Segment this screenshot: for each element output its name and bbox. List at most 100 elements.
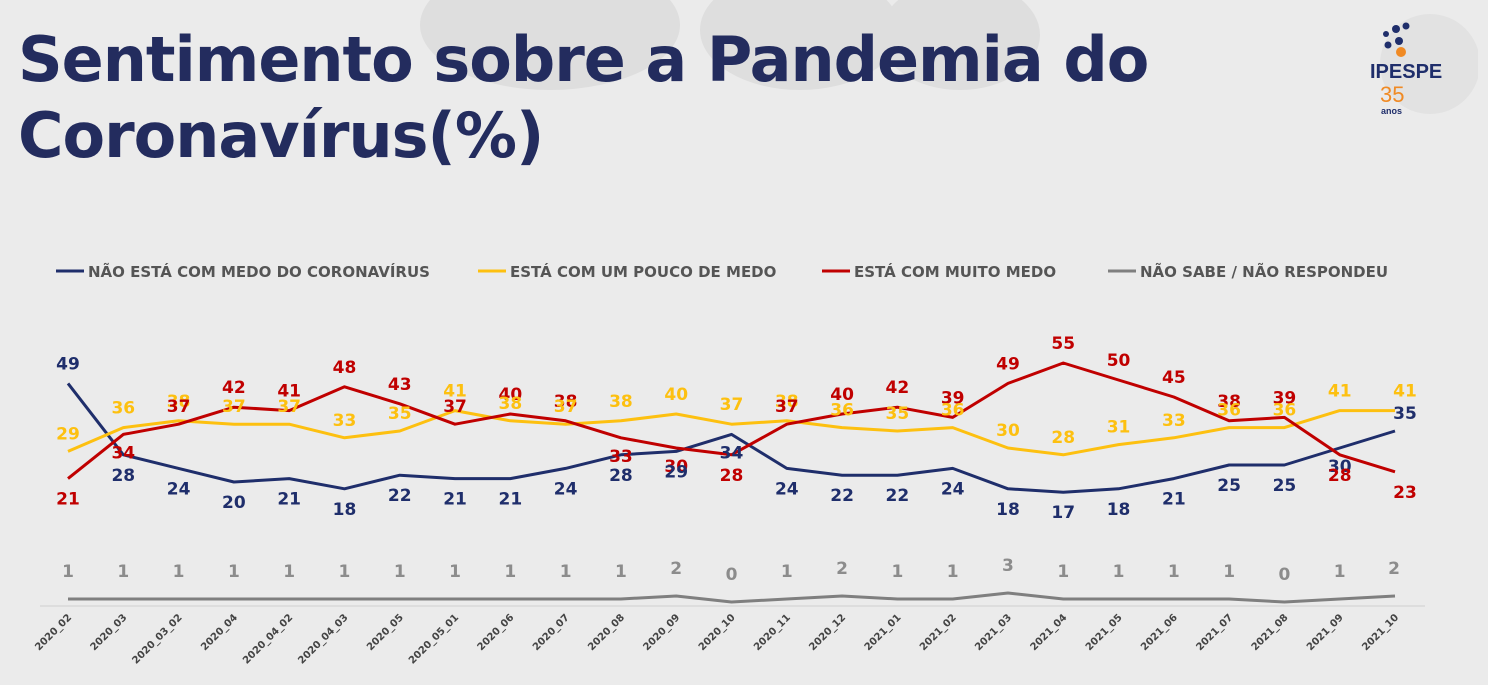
title-line-2: Coronavírus(%) [18, 99, 544, 172]
label-muito-medo: 38 [1217, 392, 1241, 412]
label-nao-esta-com-medo: 35 [1393, 404, 1417, 424]
x-tick-label: 2021_07 [1194, 612, 1235, 653]
label-nao-esta-com-medo: 17 [1051, 503, 1075, 523]
label-nao-esta-com-medo: 18 [996, 500, 1020, 520]
line-chart: NÃO ESTÁ COM MEDO DO CORONAVÍRUS ESTÁ COM… [33, 262, 1425, 667]
label-nao-esta-com-medo: 24 [941, 479, 965, 499]
label-nao-esta-com-medo: 25 [1273, 476, 1297, 496]
label-um-pouco-de-medo: 38 [775, 392, 799, 412]
label-nao-esta-com-medo: 28 [111, 466, 135, 486]
label-muito-medo: 33 [609, 447, 633, 467]
label-muito-medo: 34 [111, 443, 135, 463]
label-um-pouco-de-medo: 38 [167, 392, 191, 412]
x-tick-label: 2021_08 [1250, 612, 1291, 653]
x-tick-label: 2020_03 [89, 612, 130, 653]
label-muito-medo: 50 [1107, 351, 1131, 371]
label-nao-esta-com-medo: 25 [1217, 476, 1241, 496]
label-um-pouco-de-medo: 36 [830, 401, 854, 421]
label-um-pouco-de-medo: 38 [498, 394, 522, 414]
label-nao-esta-com-medo: 22 [388, 486, 412, 506]
label-um-pouco-de-medo: 37 [720, 395, 744, 415]
line-muito-medo [67, 361, 1396, 480]
label-nao-sabe: 1 [117, 562, 129, 582]
label-nao-sabe: 1 [283, 562, 295, 582]
x-tick-label: 2020_04_02 [241, 612, 295, 666]
chart-legend: NÃO ESTÁ COM MEDO DO CORONAVÍRUS ESTÁ COM… [56, 262, 1388, 281]
label-um-pouco-de-medo: 31 [1107, 418, 1131, 438]
label-nao-sabe: 1 [947, 562, 959, 582]
label-nao-esta-com-medo: 34 [720, 443, 744, 463]
label-um-pouco-de-medo: 36 [1217, 401, 1241, 421]
label-muito-medo: 45 [1162, 368, 1186, 388]
x-tick-label: 2020_03_02 [130, 612, 184, 666]
label-nao-sabe: 1 [1057, 562, 1069, 582]
x-tick-label: 2020_02 [33, 612, 74, 653]
x-tick-label: 2021_03 [973, 612, 1014, 653]
legend-label: NÃO ESTÁ COM MEDO DO CORONAVÍRUS [88, 262, 430, 281]
page-title: Sentimento sobre a Pandemia do Coronavír… [18, 22, 1149, 174]
label-nao-esta-com-medo: 20 [222, 493, 246, 513]
x-tick-label: 2021_09 [1305, 612, 1346, 653]
label-nao-esta-com-medo: 21 [443, 490, 467, 510]
label-muito-medo: 48 [333, 358, 357, 378]
logo-name: IPESPE [1370, 61, 1442, 83]
legend-label: ESTÁ COM UM POUCO DE MEDO [510, 262, 776, 281]
logo-years: 35 [1380, 82, 1404, 107]
label-nao-sabe: 1 [449, 562, 461, 582]
label-nao-sabe: 1 [1113, 562, 1125, 582]
label-muito-medo: 28 [1328, 466, 1352, 486]
label-muito-medo: 30 [664, 457, 688, 477]
label-um-pouco-de-medo: 33 [1162, 411, 1186, 431]
label-nao-sabe: 1 [62, 562, 74, 582]
label-nao-esta-com-medo: 21 [1162, 490, 1186, 510]
label-um-pouco-de-medo: 29 [56, 424, 80, 444]
x-tick-label: 2020_07 [531, 612, 572, 653]
label-nao-sabe: 2 [836, 559, 848, 579]
label-nao-sabe: 1 [173, 562, 185, 582]
logo-suffix: anos [1381, 106, 1402, 116]
label-um-pouco-de-medo: 35 [388, 404, 412, 424]
label-nao-esta-com-medo: 24 [554, 479, 578, 499]
label-muito-medo: 43 [388, 375, 412, 395]
title-line-1: Sentimento sobre a Pandemia do [18, 23, 1149, 96]
label-um-pouco-de-medo: 35 [886, 404, 910, 424]
x-tick-label: 2020_12 [807, 612, 848, 653]
label-um-pouco-de-medo: 37 [277, 397, 301, 417]
x-tick-label: 2020_08 [586, 612, 627, 653]
line-um-pouco-de-medo [67, 409, 1395, 457]
label-nao-sabe: 1 [615, 562, 627, 582]
label-nao-sabe: 0 [1278, 565, 1290, 585]
label-nao-sabe: 1 [339, 562, 351, 582]
label-nao-sabe: 1 [504, 562, 516, 582]
label-um-pouco-de-medo: 38 [609, 392, 633, 412]
x-tick-label: 2021_06 [1139, 612, 1180, 653]
logo-dots-icon [1383, 22, 1410, 49]
line-nao-sabe [68, 591, 1396, 604]
label-nao-sabe: 1 [228, 562, 240, 582]
label-nao-esta-com-medo: 21 [277, 490, 301, 510]
label-um-pouco-de-medo: 41 [443, 382, 467, 402]
label-nao-sabe: 1 [394, 562, 406, 582]
label-muito-medo: 37 [775, 397, 799, 417]
label-nao-esta-com-medo: 22 [830, 486, 854, 506]
label-nao-esta-com-medo: 49 [56, 354, 80, 374]
x-tick-label: 2021_04 [1029, 612, 1070, 653]
label-muito-medo: 42 [886, 378, 910, 398]
label-muito-medo: 41 [277, 382, 301, 402]
label-nao-sabe: 2 [1388, 559, 1400, 579]
label-um-pouco-de-medo: 41 [1393, 382, 1417, 402]
label-muito-medo: 37 [443, 397, 467, 417]
label-um-pouco-de-medo: 41 [1328, 382, 1352, 402]
x-tick-label: 2020_06 [476, 612, 517, 653]
x-tick-label: 2021_10 [1360, 612, 1401, 653]
label-nao-esta-com-medo: 28 [609, 466, 633, 486]
label-nao-sabe: 1 [560, 562, 572, 582]
label-muito-medo: 39 [1273, 388, 1297, 408]
label-nao-sabe: 1 [1168, 562, 1180, 582]
x-tick-label: 2020_10 [697, 612, 738, 653]
legend-label: NÃO SABE / NÃO RESPONDEU [1140, 262, 1388, 281]
label-muito-medo: 39 [941, 388, 965, 408]
label-muito-medo: 55 [1051, 334, 1075, 354]
x-tick-label: 2020_09 [641, 612, 682, 653]
label-nao-esta-com-medo: 18 [333, 500, 357, 520]
